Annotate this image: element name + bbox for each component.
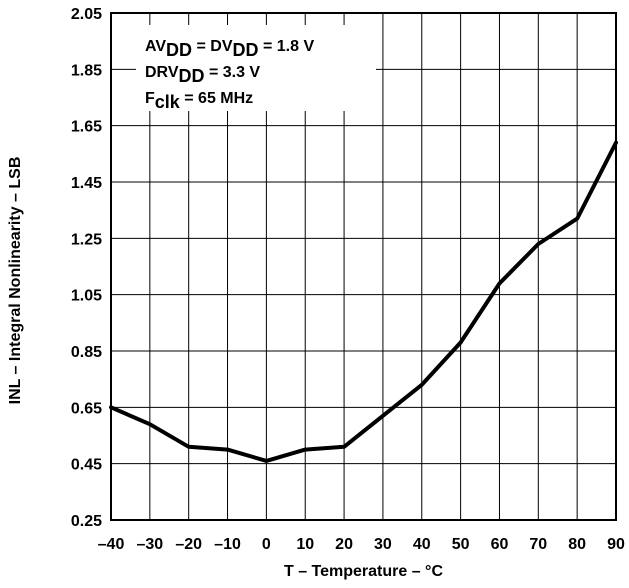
y-tick-label: 0.85 xyxy=(71,344,102,361)
annotation-line: DRVDD = 3.3 V xyxy=(145,64,260,86)
x-tick-label: 0 xyxy=(262,536,271,553)
x-tick-label: –20 xyxy=(175,536,202,553)
x-tick-label: 70 xyxy=(529,536,547,553)
annotation-box xyxy=(136,25,376,111)
y-tick-label: 0.45 xyxy=(71,457,102,474)
x-tick-label: –10 xyxy=(214,536,241,553)
y-tick-label: 1.85 xyxy=(71,62,102,79)
y-tick-labels: 2.05 1.85 1.65 1.45 1.25 1.05 0.85 0.65 0.45 0.25 xyxy=(71,6,102,530)
x-tick-label: 10 xyxy=(296,536,314,553)
plot-frame xyxy=(110,12,617,521)
x-tick-label: 20 xyxy=(335,536,353,553)
y-tick-label: 1.25 xyxy=(71,231,102,248)
x-tick-label: 60 xyxy=(491,536,509,553)
y-tick-label: 1.45 xyxy=(71,175,102,192)
x-tick-label: 50 xyxy=(452,536,470,553)
annotation-line: AVDD = DVDD = 1.8 V xyxy=(145,38,314,60)
x-tick-label: 80 xyxy=(568,536,586,553)
y-axis-title: INL – Integral Nonlinearity – LSB xyxy=(7,157,24,405)
y-tick-label: 2.05 xyxy=(71,6,102,23)
y-tick-label: 1.05 xyxy=(71,288,102,305)
x-tick-label: –40 xyxy=(98,536,125,553)
x-tick-labels: –40 –30 –20 –10 0 10 20 30 40 50 60 70 80 90 xyxy=(98,536,625,553)
y-tick-label: 0.65 xyxy=(71,400,102,417)
x-tick-label: 90 xyxy=(607,536,625,553)
y-tick-label: 0.25 xyxy=(71,513,102,530)
x-tick-label: –30 xyxy=(136,536,163,553)
inl-series-line xyxy=(109,140,618,463)
series-layer xyxy=(109,140,618,463)
annotation-line: Fclk = 65 MHz xyxy=(145,90,253,112)
y-tick-label: 1.65 xyxy=(71,119,102,136)
annotation-block: AVDD = DVDD = 1.8 V DRVDD = 3.3 V Fclk = 6… xyxy=(145,38,314,112)
x-tick-label: 30 xyxy=(374,536,392,553)
x-tick-label: 40 xyxy=(413,536,431,553)
x-axis-title: T – Temperature – °C xyxy=(284,563,443,580)
